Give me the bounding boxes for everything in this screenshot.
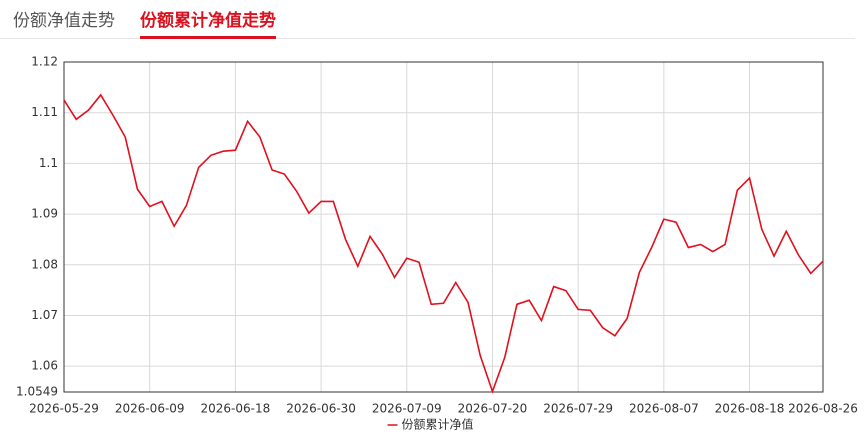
y-tick-label: 1.1 [39, 156, 58, 170]
x-tick-label: 2026-07-09 [372, 402, 442, 416]
x-tick-label: 2026-08-07 [629, 402, 699, 416]
tab-active[interactable]: 份额累计净值走势 [140, 9, 276, 39]
x-tick-label: 2026-08-26 [788, 402, 858, 416]
y-tick-label: 1.07 [31, 308, 58, 322]
y-tick-label: 1.0549 [16, 385, 58, 399]
plot-border [63, 61, 824, 393]
tab[interactable]: 份额净值走势 [13, 11, 115, 31]
x-tick-label: 2026-07-20 [458, 402, 528, 416]
y-tick-label: 1.08 [31, 257, 58, 271]
x-tick-label: 2026-06-18 [201, 402, 271, 416]
x-tick-label: 2026-05-29 [29, 402, 99, 416]
legend-label: 份额累计净值 [402, 417, 474, 432]
x-tick-label: 2026-07-29 [543, 402, 613, 416]
y-tick-label: 1.06 [31, 359, 58, 373]
y-tick-label: 1.12 [31, 55, 58, 69]
y-tick-label: 1.09 [31, 207, 58, 221]
x-tick-label: 2026-06-30 [286, 402, 356, 416]
x-tick-label: 2026-08-18 [715, 402, 785, 416]
y-tick-label: 1.11 [31, 105, 58, 119]
x-tick-label: 2026-06-09 [115, 402, 185, 416]
line [63, 93, 824, 394]
tab-bar: 份额净值走势 份额累计净值走势 [0, 0, 855, 39]
